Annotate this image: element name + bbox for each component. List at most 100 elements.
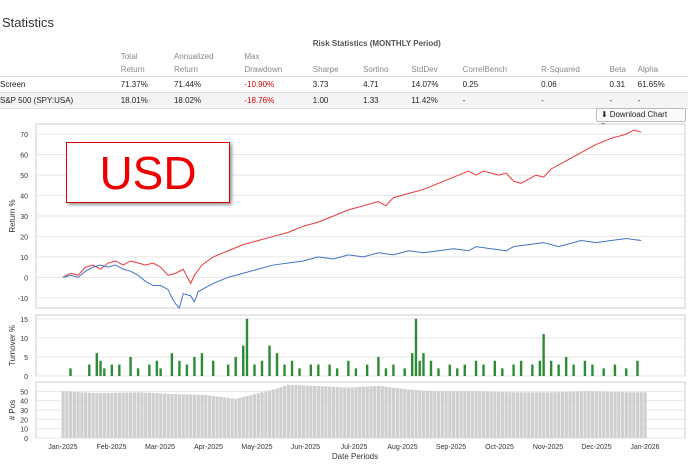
positions-bar [241, 396, 245, 438]
positions-bar [512, 392, 516, 438]
turnover-bar [429, 360, 433, 376]
turnover-bar [298, 368, 301, 376]
positions-bar [305, 385, 309, 438]
positions-bar [436, 391, 441, 438]
y-tick-label: 50 [20, 173, 28, 180]
x-tick-label: Apr-2025 [194, 444, 223, 451]
positions-bar [395, 388, 399, 438]
turnover-bar [557, 364, 560, 376]
positions-bar [114, 392, 118, 438]
positions-bar [316, 386, 321, 438]
turnover-bar [260, 360, 264, 376]
turnover-bar [95, 353, 98, 376]
y-axis-label: Return % [8, 199, 17, 232]
positions-bar [508, 392, 512, 438]
positions-bar [583, 391, 587, 438]
positions-bar [174, 394, 178, 438]
turnover-bar [456, 368, 459, 376]
positions-bar [624, 392, 628, 438]
y-tick-label: 70 [20, 132, 28, 139]
table-cell: 71.44% [173, 75, 245, 92]
turnover-bar [549, 360, 553, 376]
positions-bar [467, 391, 471, 438]
positions-bar [226, 397, 230, 438]
turnover-bar [583, 360, 587, 376]
turnover-bar [512, 364, 515, 376]
positions-bar [429, 390, 433, 438]
turnover-bar [99, 360, 102, 376]
positions-bar [553, 392, 557, 438]
turnover-bar [227, 364, 230, 376]
turnover-bar [245, 318, 249, 376]
x-tick-label: Aug-2025 [387, 444, 417, 451]
positions-bar [102, 393, 107, 438]
positions-bar [290, 384, 294, 438]
turnover-bar [365, 364, 369, 376]
positions-bar [564, 391, 568, 438]
row-label: Screen [0, 75, 121, 92]
series-line-1 [62, 237, 642, 310]
positions-bar [403, 389, 407, 438]
positions-bar [219, 396, 223, 438]
table-cell: -18.76% [244, 91, 313, 109]
turnover-bar [129, 356, 132, 376]
positions-bar [602, 391, 606, 438]
positions-bar [598, 391, 602, 438]
positions-bar [482, 391, 486, 438]
positions-bar [245, 396, 249, 438]
positions-bar [489, 391, 493, 438]
table-cell: 0.06 [541, 75, 610, 92]
positions-bar [91, 392, 95, 438]
positions-bar [136, 392, 140, 438]
positions-bar [234, 398, 238, 438]
turnover-bar [110, 364, 114, 376]
positions-bar [620, 392, 625, 438]
y-tick-label: 10 [20, 336, 28, 343]
positions-bar [388, 387, 392, 438]
positions-bar [639, 392, 643, 438]
x-tick-label: Dec-2025 [581, 444, 611, 451]
positions-bar [99, 393, 103, 438]
row-label: S&P 500 (SPY:USA) [0, 91, 121, 109]
turnover-bar [538, 360, 542, 376]
x-tick-label: Nov-2025 [533, 444, 563, 451]
table-cell: 71.37% [120, 75, 174, 92]
turnover-bar [613, 364, 617, 376]
positions-bar [500, 391, 505, 438]
x-tick-label: Sep-2025 [436, 444, 466, 451]
y-tick-label: 10 [20, 255, 28, 262]
positions-bar [76, 392, 80, 438]
positions-bar [271, 389, 275, 438]
turnover-bar [531, 364, 534, 376]
table-cell: - [609, 91, 638, 109]
positions-bar [463, 391, 467, 438]
turnover-bar [136, 368, 140, 376]
positions-bar [493, 391, 497, 438]
positions-bar [399, 388, 403, 438]
positions-bar [192, 394, 197, 438]
turnover-bar [234, 356, 237, 376]
positions-bar [189, 394, 193, 438]
positions-bar [286, 384, 290, 438]
x-tick-label: Oct-2025 [485, 444, 514, 451]
turnover-bar [377, 356, 380, 376]
positions-bar [617, 392, 621, 438]
positions-bar [125, 392, 129, 438]
positions-bar [609, 391, 613, 438]
positions-bar [376, 385, 381, 438]
turnover-bar [354, 368, 358, 376]
y-tick-label: 30 [20, 214, 28, 221]
turnover-bar [103, 368, 106, 376]
table-cell: 3.73 [312, 75, 364, 92]
positions-bar [384, 386, 388, 438]
positions-bar [452, 391, 456, 438]
turnover-bar [185, 364, 189, 376]
positions-bar [260, 392, 264, 438]
positions-bar [211, 396, 215, 438]
positions-bar [181, 394, 185, 438]
col-header: Return [173, 64, 198, 74]
positions-bar [268, 390, 272, 438]
positions-bar [144, 392, 148, 438]
y-tick-label: 0 [24, 374, 28, 381]
positions-bar [354, 387, 358, 438]
